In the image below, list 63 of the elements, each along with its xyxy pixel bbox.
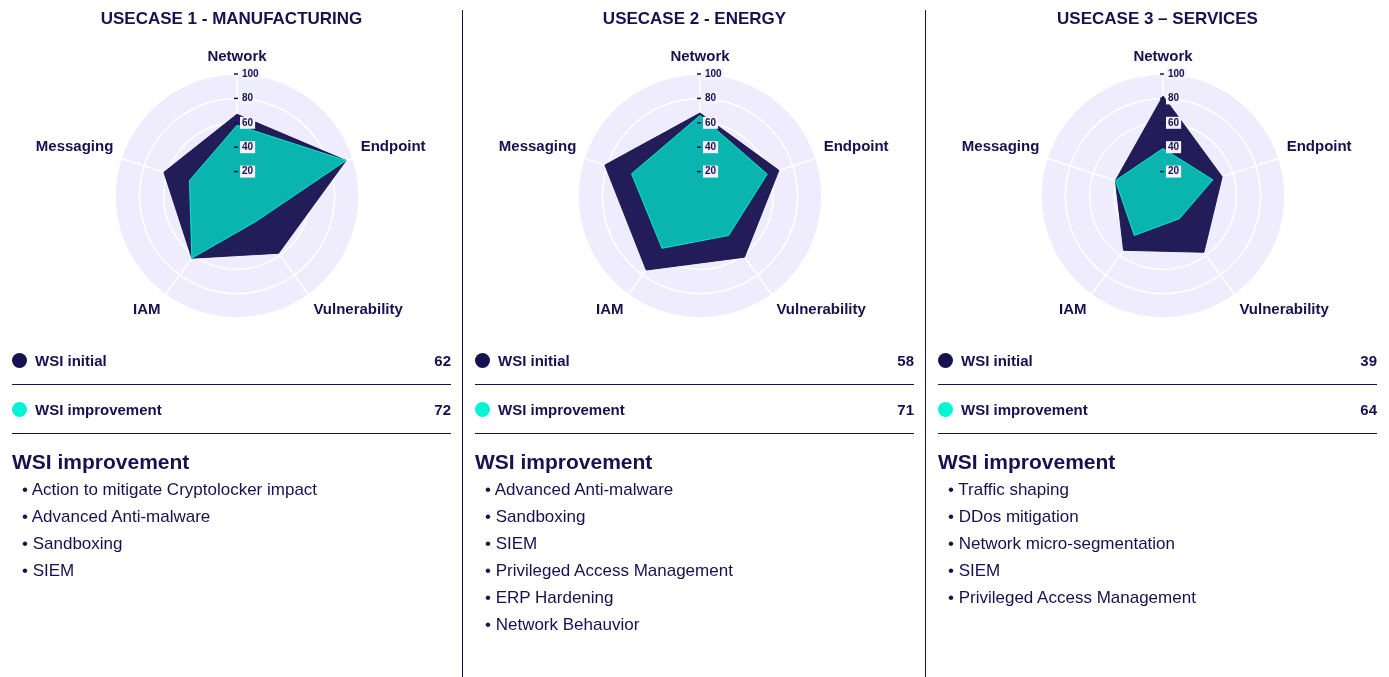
spoke-label: Messaging xyxy=(961,136,1039,154)
text: 39 xyxy=(1360,351,1377,369)
chart-title: USECASE 1 - MANUFACTURING xyxy=(99,9,364,30)
y-tick-label: 20 xyxy=(1167,165,1180,177)
spoke-label: IAM xyxy=(132,300,161,318)
spoke-label: Endpoint xyxy=(1286,136,1352,154)
text: • Sandboxing xyxy=(22,534,124,555)
y-tick-label: 40 xyxy=(704,140,717,152)
y-tick-label: 40 xyxy=(241,140,254,152)
text: 64 xyxy=(1360,400,1377,418)
text: • Sandboxing xyxy=(485,507,587,528)
y-tick-label: 100 xyxy=(1167,67,1185,79)
spoke-label: Network xyxy=(669,47,730,65)
text: WSI improvement xyxy=(12,450,191,474)
text: • Action to mitigate Cryptolocker impact xyxy=(22,480,319,501)
text: • SIEM xyxy=(485,534,539,555)
y-tick-label: 100 xyxy=(241,67,259,79)
y-tick-label: 20 xyxy=(704,165,717,177)
spoke-label: Messaging xyxy=(498,136,576,154)
text: 58 xyxy=(897,351,914,369)
text: • Advanced Anti-malware xyxy=(485,480,675,501)
y-tick-label: 100 xyxy=(704,67,722,79)
text: • SIEM xyxy=(22,561,76,582)
legend-label: WSI initial xyxy=(498,351,571,369)
spoke-label: Vulnerability xyxy=(775,300,867,318)
text: 72 xyxy=(434,400,451,418)
text: • Advanced Anti-malware xyxy=(22,507,212,528)
text: • Privileged Access Management xyxy=(485,561,734,582)
legend-label: WSI improvement xyxy=(498,400,626,418)
chart-title: USECASE 2 - ENERGY xyxy=(601,9,788,30)
chart-title: USECASE 3 – SERVICES xyxy=(1056,9,1259,30)
text: • DDos mitigation xyxy=(948,507,1080,528)
y-tick-label: 80 xyxy=(704,92,717,104)
text: WSI improvement xyxy=(938,450,1117,474)
spoke-label: Messaging xyxy=(35,136,113,154)
text: 62 xyxy=(434,351,451,369)
text: WSI improvement xyxy=(475,450,654,474)
legend-label: WSI initial xyxy=(961,351,1034,369)
y-tick-label: 80 xyxy=(241,92,254,104)
spoke-label: Endpoint xyxy=(360,136,426,154)
spoke-label: Vulnerability xyxy=(1238,300,1330,318)
text: 71 xyxy=(897,400,914,418)
spoke-label: Network xyxy=(1132,47,1193,65)
y-tick-label: 60 xyxy=(704,116,717,128)
legend-label: WSI initial xyxy=(35,351,108,369)
text: • Network micro-segmentation xyxy=(948,534,1177,555)
text: • Traffic shaping xyxy=(948,480,1070,501)
y-tick-label: 80 xyxy=(1167,92,1180,104)
y-tick-label: 40 xyxy=(1167,140,1180,152)
y-tick-label: 60 xyxy=(241,116,254,128)
y-tick-label: 60 xyxy=(1167,116,1180,128)
spoke-label: IAM xyxy=(595,300,624,318)
legend-label: WSI improvement xyxy=(35,400,163,418)
text: • SIEM xyxy=(948,561,1002,582)
spoke-label: Network xyxy=(206,47,267,65)
spoke-label: Endpoint xyxy=(823,136,889,154)
text: • Network Behauvior xyxy=(485,615,641,636)
legend-label: WSI improvement xyxy=(961,400,1089,418)
spoke-label: Vulnerability xyxy=(312,300,404,318)
y-tick-label: 20 xyxy=(241,165,254,177)
spoke-label: IAM xyxy=(1058,300,1087,318)
text: • ERP Hardening xyxy=(485,588,615,609)
text: • Privileged Access Management xyxy=(948,588,1197,609)
